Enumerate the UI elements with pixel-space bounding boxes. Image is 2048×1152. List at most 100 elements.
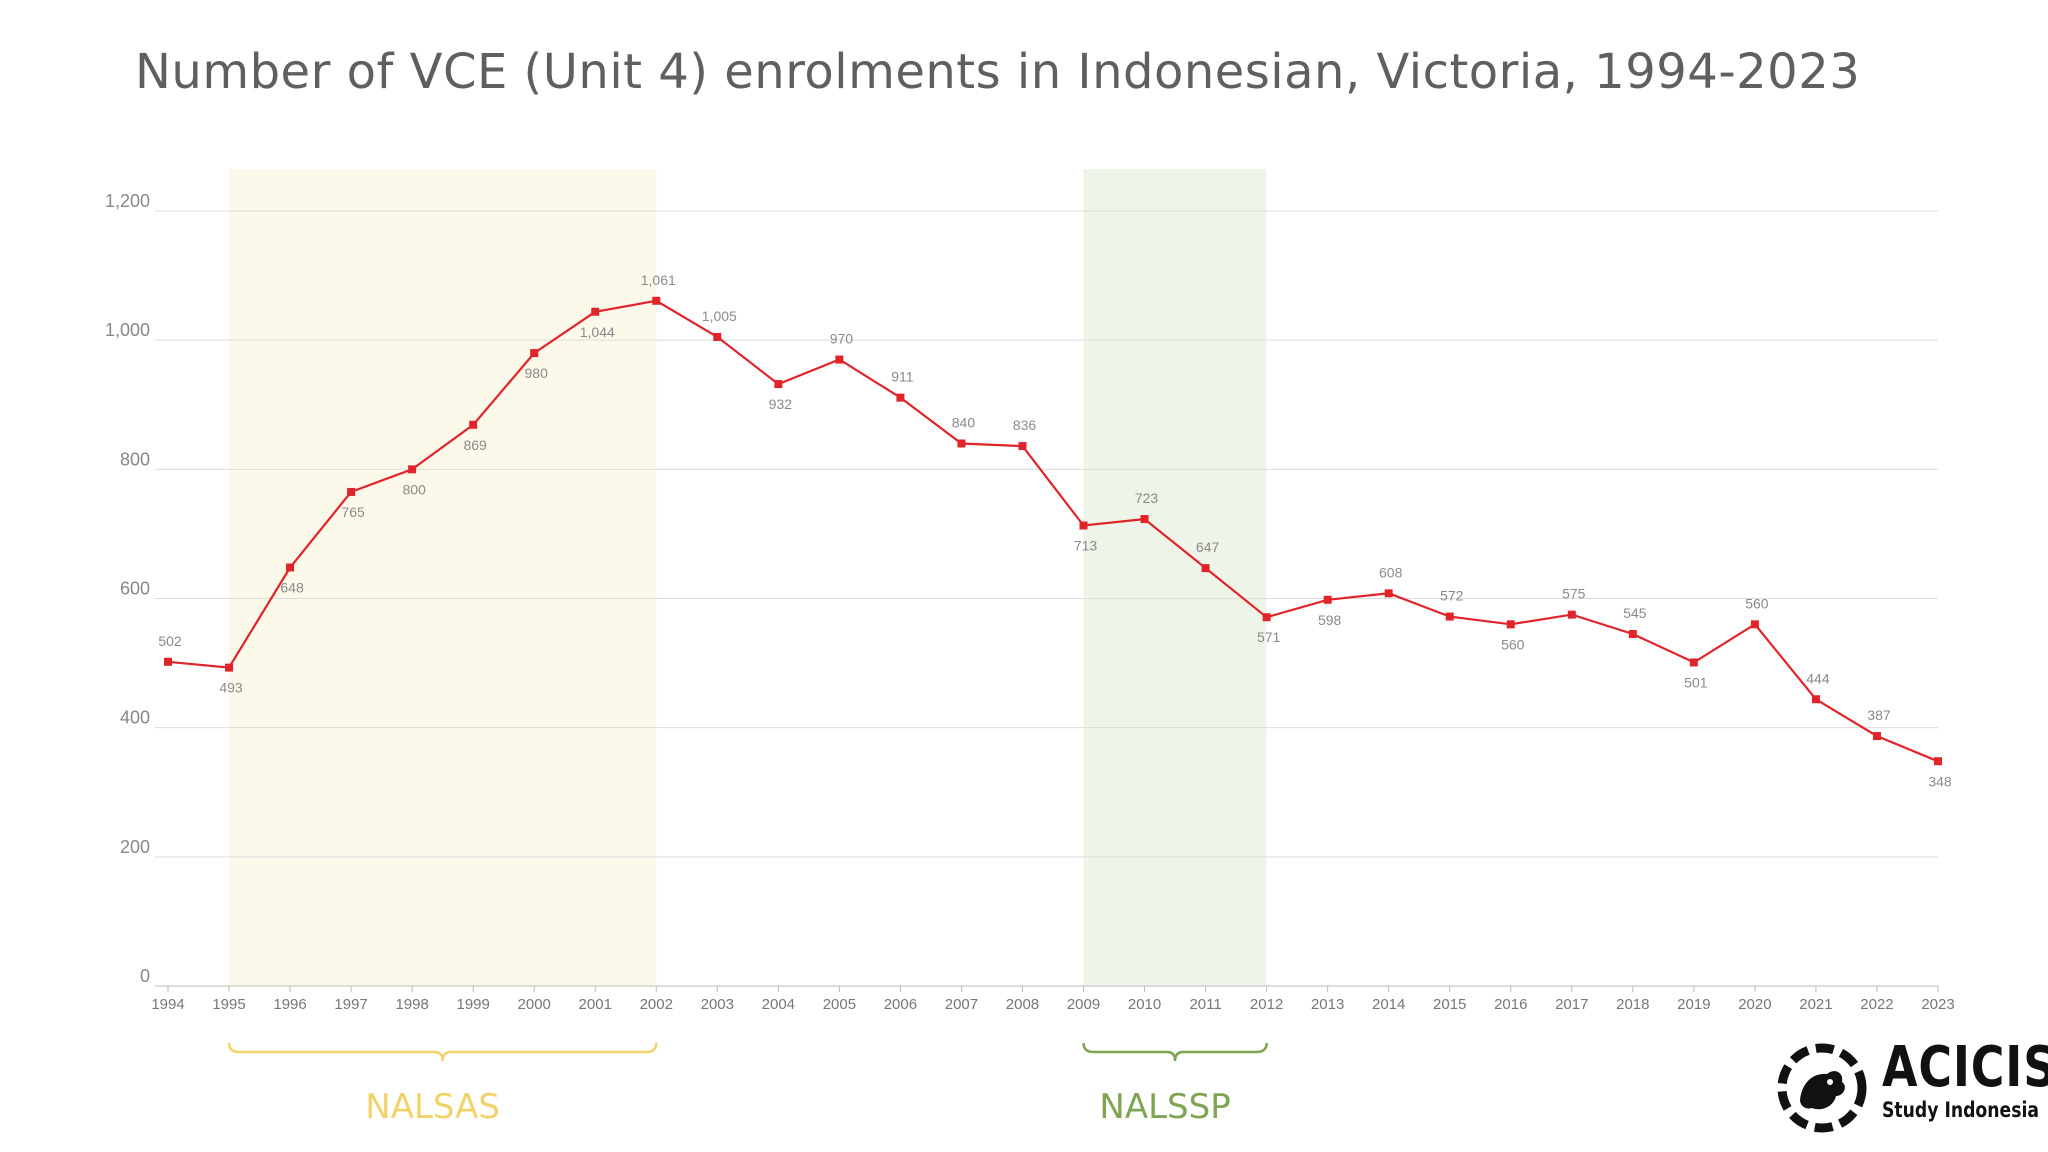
data-label: 560 — [1501, 636, 1525, 652]
y-tick-label: 200 — [120, 837, 150, 857]
data-point — [896, 393, 905, 402]
data-point — [1445, 612, 1454, 621]
data-point — [1628, 630, 1637, 639]
data-label: 1,005 — [702, 308, 737, 324]
x-tick-label: 2012 — [1250, 996, 1283, 1013]
data-point — [286, 563, 295, 572]
data-label: 932 — [769, 396, 793, 412]
x-tick-label: 2008 — [1006, 996, 1039, 1013]
x-tick-label: 2018 — [1616, 996, 1649, 1013]
shaded-band-nalsas — [229, 169, 657, 986]
data-label: 444 — [1806, 670, 1830, 686]
data-point — [1201, 564, 1210, 573]
x-tick-label: 2007 — [945, 996, 978, 1013]
data-point — [1079, 521, 1088, 530]
x-tick-label: 2002 — [640, 996, 673, 1013]
y-tick-label: 1,200 — [105, 191, 150, 211]
data-label: 765 — [341, 504, 365, 520]
x-tick-label: 1998 — [395, 996, 428, 1013]
x-tick-label: 2004 — [762, 996, 795, 1013]
data-label: 572 — [1440, 588, 1464, 604]
y-tick-label: 600 — [120, 579, 150, 599]
data-label: 348 — [1928, 773, 1952, 789]
data-label: 560 — [1745, 595, 1769, 611]
x-tick-label: 2023 — [1921, 996, 1954, 1013]
data-point — [164, 657, 172, 666]
x-tick-label: 1997 — [334, 996, 367, 1013]
gridlines — [155, 210, 1938, 987]
data-label: 836 — [1013, 417, 1037, 433]
data-point — [1140, 515, 1149, 524]
data-label: 713 — [1074, 538, 1098, 554]
data-label: 970 — [830, 331, 854, 347]
period-brackets: NALSAS NALSSP — [227, 1042, 1268, 1127]
acicis-logo-mark — [1777, 1043, 1867, 1133]
logo-name: ACICIS — [1882, 1035, 2048, 1100]
series-line — [167, 299, 1939, 763]
x-tick-label: 2001 — [579, 996, 612, 1013]
y-tick-label: 0 — [140, 966, 150, 986]
x-tick-label: 2013 — [1311, 996, 1344, 1013]
data-point — [1323, 595, 1332, 604]
data-label: 840 — [952, 415, 976, 431]
period-label-nalsas: NALSAS — [365, 1087, 500, 1127]
data-label: 502 — [158, 633, 182, 649]
bracket-nalsas — [227, 1042, 658, 1062]
data-label: 575 — [1562, 586, 1586, 602]
logo-subtitle: Study Indonesia — [1882, 1098, 2039, 1122]
y-tick-label: 1,000 — [105, 320, 150, 340]
x-tick-label: 2019 — [1677, 996, 1710, 1013]
period-label-nalssp: NALSSP — [1099, 1087, 1230, 1127]
x-tick-label: 2010 — [1128, 996, 1161, 1013]
data-point — [1567, 610, 1576, 619]
data-point — [591, 307, 600, 316]
data-point — [1872, 732, 1881, 741]
x-tick-label: 2003 — [701, 996, 734, 1013]
x-tick-label: 2006 — [884, 996, 917, 1013]
data-label: 800 — [402, 481, 426, 497]
data-label: 493 — [219, 680, 243, 696]
y-axis-ticks: 0 200 400 600 800 1,000 1,200 — [105, 191, 150, 986]
bracket-nalssp — [1082, 1042, 1268, 1062]
data-point — [1384, 589, 1393, 598]
chart-title: Number of VCE (Unit 4) enrolments in Ind… — [135, 44, 1861, 100]
x-tick-label: 2005 — [823, 996, 856, 1013]
x-tick-label: 2020 — [1738, 996, 1771, 1013]
data-label: 608 — [1379, 564, 1403, 580]
data-point — [652, 296, 661, 305]
data-label: 598 — [1318, 612, 1342, 628]
x-tick-label: 1996 — [273, 996, 306, 1013]
data-point — [347, 487, 356, 496]
data-point — [530, 349, 539, 358]
data-label: 911 — [891, 369, 914, 385]
data-label: 869 — [463, 437, 487, 453]
data-label: 545 — [1623, 605, 1647, 621]
x-tick-label: 2011 — [1189, 996, 1221, 1013]
x-axis: 1994 1995 1996 1997 1998 1999 2000 2001 2002 2003… — [151, 986, 1955, 1013]
data-label: 980 — [525, 365, 549, 381]
data-point — [774, 380, 783, 389]
data-point — [1811, 695, 1820, 704]
data-point — [408, 465, 417, 474]
data-label: 647 — [1196, 539, 1220, 555]
data-point — [1750, 620, 1759, 629]
shaded-band-nalssp — [1083, 169, 1267, 986]
data-point — [1262, 613, 1271, 622]
data-point — [1018, 442, 1027, 451]
enrolments-series — [164, 296, 1942, 766]
x-tick-label: 1999 — [456, 996, 489, 1013]
y-tick-label: 400 — [120, 708, 150, 728]
data-label: 1,061 — [641, 272, 676, 288]
acicis-logo-text: ACICIS Study Indonesia — [1882, 1035, 2048, 1123]
x-tick-label: 2017 — [1555, 996, 1588, 1013]
data-point — [225, 663, 234, 672]
data-point — [957, 439, 966, 448]
shaded-periods — [229, 169, 1267, 986]
data-point — [1506, 620, 1515, 629]
x-tick-label: 1994 — [151, 996, 184, 1013]
y-tick-label: 800 — [120, 449, 150, 469]
x-tick-label: 2021 — [1799, 996, 1832, 1013]
data-point — [469, 420, 478, 429]
x-tick-label: 2000 — [518, 996, 551, 1013]
